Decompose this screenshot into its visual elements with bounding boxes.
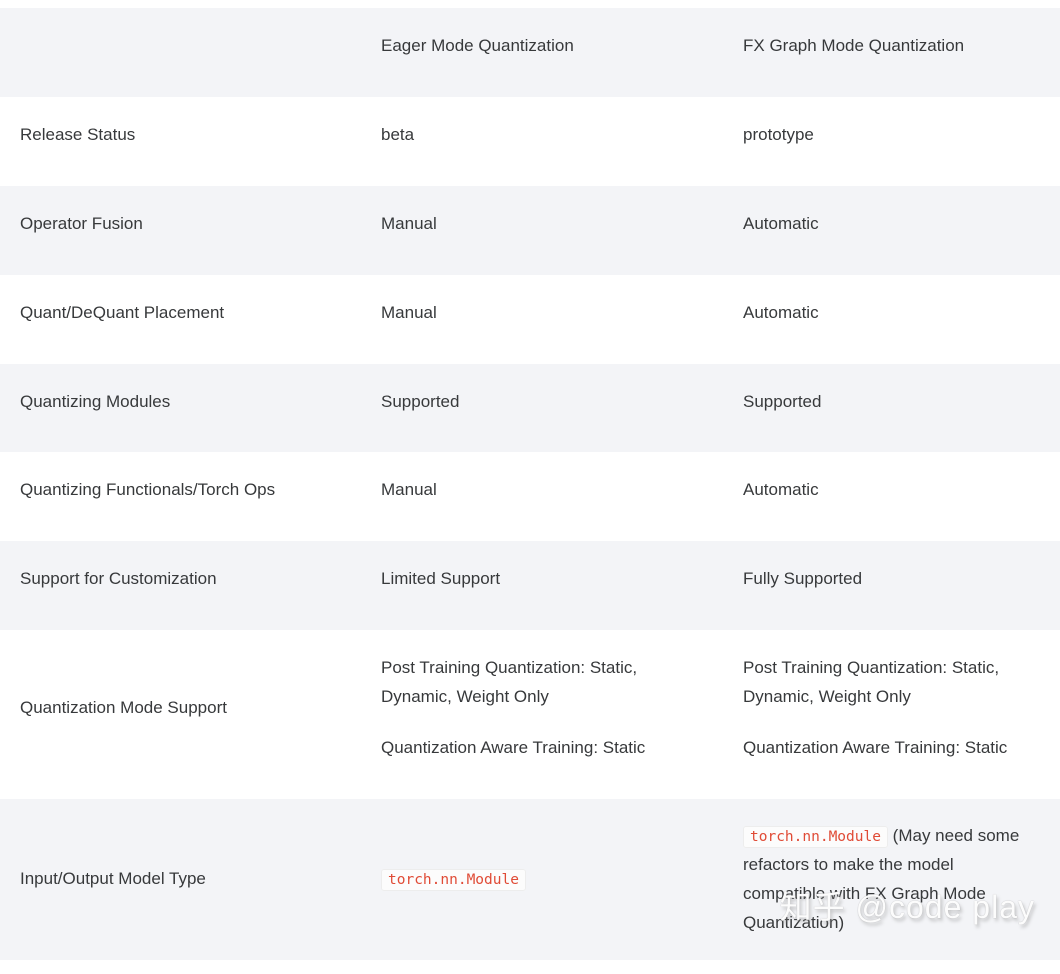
- column-header-eager: Eager Mode Quantization: [381, 36, 574, 55]
- fx-graph-mode-cell: Automatic: [743, 302, 819, 322]
- table-row: Quant/DeQuant Placement Manual Automatic: [0, 274, 1060, 364]
- column-header-fx: FX Graph Mode Quantization: [743, 36, 965, 55]
- eager-mode-cell: Manual: [381, 480, 437, 500]
- eager-mode-cell: beta: [381, 124, 415, 144]
- table-row: Operator Fusion Manual Automatic: [0, 185, 1060, 275]
- eager-mode-cell: Post Training Quantization: Static, Dyna…: [361, 630, 723, 799]
- inline-code: torch.nn.Module: [743, 825, 888, 848]
- comparison-table: Eager Mode Quantization FX Graph Mode Qu…: [0, 8, 1060, 961]
- fx-graph-mode-cell: prototype: [743, 124, 814, 144]
- table-row: Quantizing Modules Supported Supported: [0, 363, 1060, 453]
- eager-mode-cell: Supported: [381, 391, 460, 411]
- row-label-cell: Operator Fusion: [20, 213, 143, 233]
- header-row: Eager Mode Quantization FX Graph Mode Qu…: [0, 8, 1060, 97]
- cell-paragraph: Quantization Aware Training: Static: [381, 738, 646, 758]
- cell-paragraph: Post Training Quantization: Static, Dyna…: [743, 658, 1000, 707]
- cell-paragraph: Post Training Quantization: Static, Dyna…: [381, 658, 638, 707]
- row-label-cell: Support for Customization: [20, 569, 217, 589]
- inline-code: torch.nn.Module: [381, 869, 526, 892]
- row-label-cell: Release Status: [20, 124, 136, 144]
- table-row: Quantization Mode Support Post Training Q…: [0, 630, 1060, 799]
- table-row: Quantizing Functionals/Torch Ops Manual Au…: [0, 452, 1060, 542]
- table-row: Release Status beta prototype: [0, 96, 1060, 186]
- eager-mode-cell: torch.nn.Module: [361, 799, 723, 961]
- fx-graph-mode-cell: Automatic: [743, 213, 819, 233]
- row-label-cell: Quantizing Modules: [20, 391, 171, 411]
- fx-graph-mode-cell: Supported: [743, 391, 822, 411]
- row-label-cell: Quantizing Functionals/Torch Ops: [20, 480, 276, 500]
- fx-graph-mode-cell: torch.nn.Module (May need some refactors…: [743, 825, 1020, 932]
- table-row: Input/Output Model Type torch.nn.Module to…: [0, 798, 1060, 961]
- table-header: Eager Mode Quantization FX Graph Mode Qu…: [0, 8, 1060, 97]
- row-label-cell: Input/Output Model Type: [20, 869, 206, 889]
- table-body: Release Status beta prototype Operator Fusi…: [0, 96, 1060, 961]
- row-label-cell: Quant/DeQuant Placement: [20, 302, 225, 322]
- fx-graph-mode-cell: Fully Supported: [743, 569, 863, 589]
- fx-graph-mode-cell: Automatic: [743, 480, 819, 500]
- column-header-blank: [0, 8, 361, 97]
- table-row: Support for Customization Limited Support…: [0, 541, 1060, 631]
- fx-graph-mode-cell: Post Training Quantization: Static, Dyna…: [723, 630, 1060, 799]
- row-label-cell: Quantization Mode Support: [20, 698, 227, 718]
- cell-paragraph: Quantization Aware Training: Static: [743, 738, 1008, 758]
- eager-mode-cell: Limited Support: [381, 569, 501, 589]
- eager-mode-cell: Manual: [381, 213, 437, 233]
- eager-mode-cell: Manual: [381, 302, 437, 322]
